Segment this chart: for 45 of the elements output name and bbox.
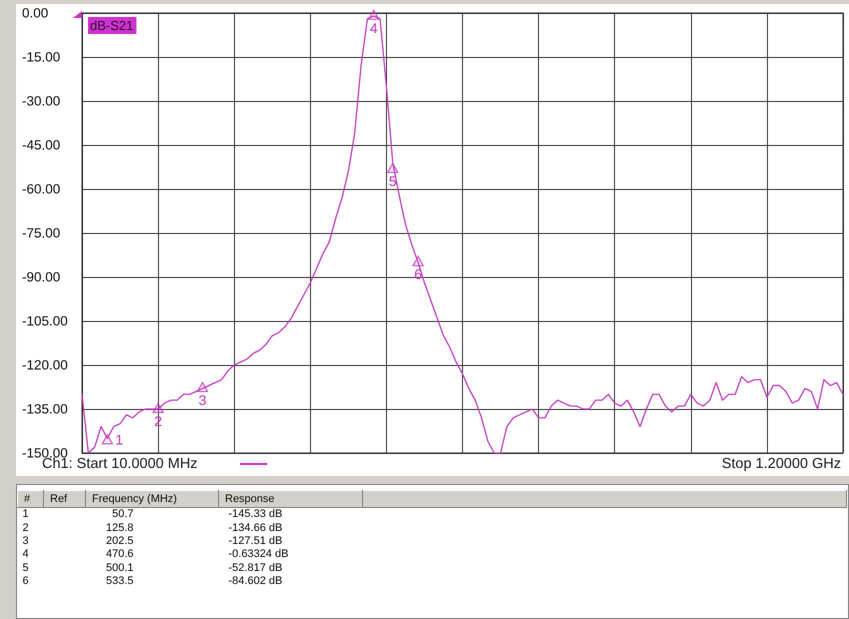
point bbox=[102, 434, 113, 444]
text: 5 bbox=[22, 562, 29, 574]
text: Ref bbox=[44, 490, 86, 508]
text: -52.817 dB bbox=[228, 562, 284, 575]
text: -134.66 dB bbox=[228, 521, 284, 535]
y-tick-label: -30.00 bbox=[22, 94, 60, 108]
text: -127.51 dB bbox=[228, 534, 284, 548]
text: 50.7 bbox=[111, 508, 134, 522]
text: 500.1 bbox=[104, 562, 134, 575]
text: 470.6 bbox=[104, 548, 134, 562]
y-tick-label: -45.00 bbox=[22, 138, 60, 152]
y-tick-label: -90.00 bbox=[22, 270, 60, 284]
y-tick-label: -105.00 bbox=[22, 314, 68, 328]
text: -145.33 dB bbox=[228, 508, 284, 522]
text: Frequency (MHz) bbox=[86, 490, 218, 508]
text: -84.602 dB bbox=[228, 574, 284, 588]
text: 125.8 bbox=[104, 521, 134, 535]
point bbox=[387, 162, 398, 174]
text: 3 bbox=[22, 534, 29, 547]
y-tick-label: -60.00 bbox=[22, 182, 60, 196]
text: 6 bbox=[22, 575, 29, 588]
text: 533.5 bbox=[104, 574, 134, 588]
annotation: 3 bbox=[198, 392, 207, 408]
legend-label: dB-S21 bbox=[90, 18, 134, 33]
point bbox=[368, 10, 380, 20]
text: 2 bbox=[22, 522, 29, 534]
point bbox=[412, 256, 424, 266]
text: 202.5 bbox=[104, 534, 134, 548]
y-tick-label: -135.00 bbox=[22, 402, 68, 416]
text: Ch1: Start 10.0000 MHz bbox=[42, 456, 198, 472]
annotation: 4 bbox=[370, 20, 378, 36]
y-tick-label: -15.00 bbox=[22, 50, 60, 64]
annotation: 1 bbox=[115, 431, 124, 448]
y-tick-label: -120.00 bbox=[22, 358, 68, 372]
y-tick-label: 0.00 bbox=[22, 6, 48, 20]
annotation: 5 bbox=[388, 172, 397, 189]
text: -0.63324 dB bbox=[228, 548, 290, 562]
text: 4 bbox=[22, 548, 29, 560]
text: Stop 1.20000 GHz bbox=[722, 456, 841, 472]
text: # bbox=[18, 490, 44, 508]
point bbox=[196, 382, 208, 392]
y-tick-label: -75.00 bbox=[22, 226, 60, 240]
point bbox=[152, 402, 164, 414]
text: 1 bbox=[22, 508, 29, 520]
text: Response bbox=[218, 490, 362, 508]
